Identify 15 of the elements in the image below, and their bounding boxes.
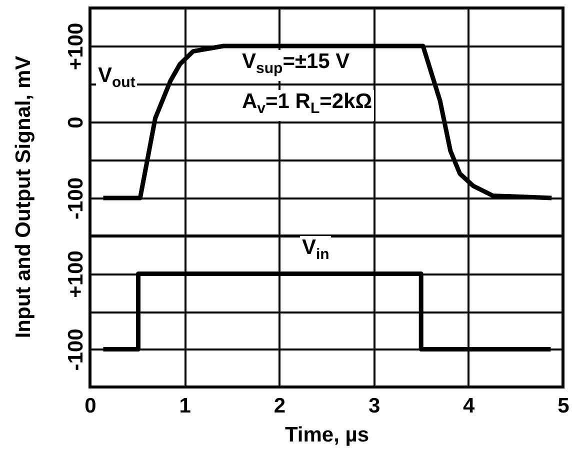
x-tick-label: 5 [558, 394, 570, 418]
y-tick-label: +100 [64, 250, 88, 298]
y-axis-title: Input and Output Signal, mV [12, 56, 36, 338]
y-tick-label: -100 [64, 328, 88, 371]
x-tick-label: 2 [274, 394, 286, 418]
series-label: V$_{in}$ [300, 236, 332, 268]
y-tick-label: 0 [64, 116, 88, 128]
x-tick-label: 1 [179, 394, 192, 418]
x-tick-label: 4 [463, 394, 476, 418]
series-label: V$_{out}$ [96, 64, 138, 96]
x-tick-label: 3 [368, 394, 380, 418]
annotation: V$_{sup}$=±15 V [240, 50, 352, 82]
y-tick-label: +100 [64, 22, 88, 70]
x-axis-title: Time, µs [284, 424, 370, 446]
annotation: A$_{v}$=1 R$_{L}$=2kΩ [240, 90, 374, 122]
